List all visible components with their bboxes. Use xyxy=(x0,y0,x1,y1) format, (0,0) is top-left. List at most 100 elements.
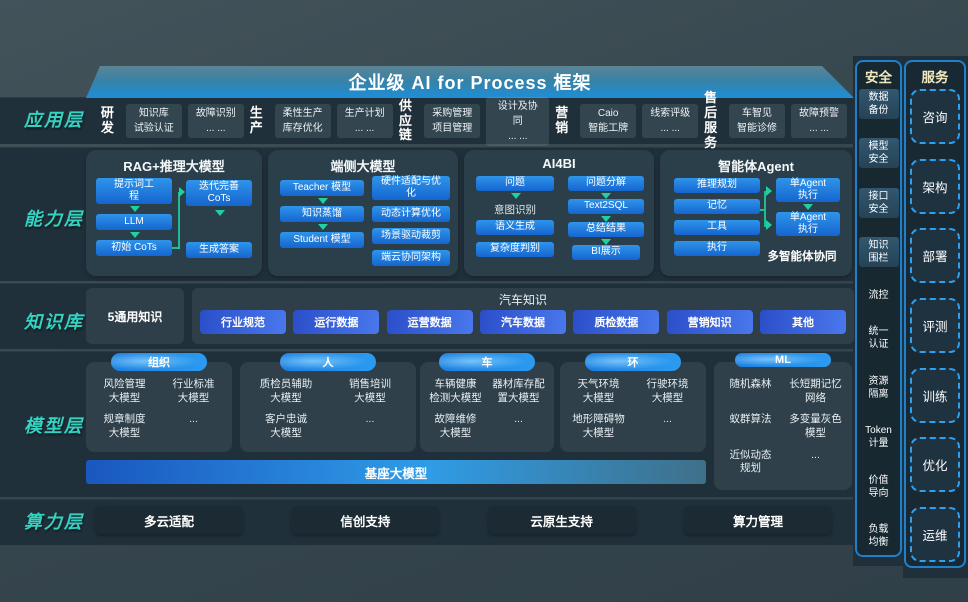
model-group-cells: 质检员辅助 大模型 销售培训 大模型 客户忠诚 大模型... xyxy=(240,362,416,449)
arrow-down-icon xyxy=(215,210,225,216)
security-item: 资源 隔离 xyxy=(868,375,889,400)
connector-line xyxy=(178,192,180,249)
agent-single-exec-2: 单Agent 执行 xyxy=(776,212,840,236)
model-item: 长短期记忆 网络 xyxy=(789,378,842,404)
knowledge-pill-row: 行业规范 运行数据 运营数据 汽车数据 质检数据 营销知识 其他 xyxy=(200,310,846,334)
security-title: 安全 xyxy=(865,70,892,85)
knowledge-pill: 质检数据 xyxy=(573,310,660,334)
edge-student-model: Student 模型 xyxy=(280,232,364,248)
capability-box-title: RAG+推理大模型 xyxy=(123,159,225,174)
service-item: 训练 xyxy=(910,367,960,423)
compute-box: 信创支持 xyxy=(291,506,440,534)
edge-cloud-arch: 端云协同架构 xyxy=(372,250,450,266)
service-title: 服务 xyxy=(921,70,949,85)
arrow-down-icon xyxy=(130,232,140,238)
connector-line xyxy=(764,191,766,227)
application-items-box: 生产计划 ... ... xyxy=(336,104,393,138)
rag-step-prompt: 提示词工 程 xyxy=(96,178,172,204)
agent-execution: 执行 xyxy=(674,241,760,256)
page-title: 企业级 AI for Process 框架 xyxy=(348,73,592,93)
application-items-box: 车智见 智能诊修 xyxy=(729,104,785,138)
security-item: 价值 导向 xyxy=(868,474,889,499)
rag-step-llm: LLM xyxy=(96,214,172,230)
model-group-cells: 车辆健康 检测大模型 器材库存配 置大模型 故障维修 大模型... xyxy=(420,362,554,449)
capability-box-ai4bi: AI4BI 问题 意图识别 语义生成 复杂度判别 问题分解 Text2SQL 总… xyxy=(464,150,654,276)
service-item: 咨询 xyxy=(910,89,960,144)
capability-box-edge: 端侧大模型 Teacher 模型 知识蒸馏 Student 模型 硬件适配与优 … xyxy=(268,150,458,276)
application-items-box: 设计及协同 ... ... xyxy=(486,96,550,146)
model-item: 销售培训 大模型 xyxy=(349,378,391,404)
model-group-cells: 随机森林 长短期记忆 网络蚁群算法 多变量灰色 模型 近似动态 规划... xyxy=(714,362,852,484)
arrow-down-icon xyxy=(601,193,611,199)
edge-scene-pruning: 场景驱动裁剪 xyxy=(372,228,450,244)
model-item: 风险管理 大模型 xyxy=(103,378,146,404)
knowledge-pill: 汽车数据 xyxy=(479,310,566,334)
knowledge-pill: 运行数据 xyxy=(293,310,380,334)
application-layer-row: 研发 知识库 试验认证 故障识别 ... ... 生产 柔性生产 库存优化 生产… xyxy=(95,90,847,150)
layer-label-model: 模型层 xyxy=(24,416,84,436)
security-column: 安全 数据 备份 模型 安全 接口 安全 知识 围栏 流控 统一 认证 资源 隔离 Token… xyxy=(855,60,902,557)
layer-label-application: 应用层 xyxy=(24,110,84,130)
auto-knowledge-title: 汽车知识 xyxy=(498,293,547,307)
application-section: 研发 知识库 试验认证 故障识别 ... ... xyxy=(95,104,244,138)
model-item: 随机森林 xyxy=(729,378,772,390)
layer-label-capability: 能力层 xyxy=(24,209,84,229)
agent-memory: 记忆 xyxy=(674,199,760,214)
layer-label-knowledge: 知识库 xyxy=(24,312,84,332)
arrow-down-icon xyxy=(511,193,521,199)
arrow-right-icon xyxy=(766,186,772,196)
compute-box: 多云适配 xyxy=(95,506,243,534)
knowledge-pill: 其他 xyxy=(759,310,846,334)
rag-step-initial-cots: 初始 CoTs xyxy=(96,240,172,256)
knowledge-pill: 运营数据 xyxy=(386,310,473,334)
model-item: ... xyxy=(811,448,820,461)
knowledge-pill: 营销知识 xyxy=(666,310,753,334)
model-group-header: 车 xyxy=(439,353,535,371)
model-group-cells: 风险管理 大模型 行业标准 大模型 规章制度 大模型... xyxy=(86,362,232,449)
arrow-down-icon xyxy=(130,206,140,212)
model-group-environment: 环 天气环境 大模型 行驶环境 大模型 地形障碍物 大模型... xyxy=(560,354,706,452)
application-section: 生产 柔性生产 库存优化 生产计划 ... ... xyxy=(244,104,393,138)
security-item: 流控 xyxy=(868,289,889,301)
service-items: 咨询 架构 部署 评测 训练 优化 运维 xyxy=(910,89,960,562)
application-section-label: 售后 服务 xyxy=(704,90,718,150)
model-item: ... xyxy=(189,413,198,426)
agent-tools: 工具 xyxy=(674,220,760,235)
service-item: 运维 xyxy=(910,506,960,562)
bi-semantic-generation: 语义生成 xyxy=(476,220,554,235)
auto-knowledge-box: 汽车知识 行业规范 运行数据 运营数据 汽车数据 质检数据 营销知识 其他 xyxy=(192,288,854,344)
agent-multi-collab-label: 多智能体协同 xyxy=(767,251,837,263)
service-item: 评测 xyxy=(910,297,960,353)
model-item: 车辆健康 检测大模型 xyxy=(429,378,482,404)
model-item: 客户忠诚 大模型 xyxy=(265,413,307,439)
model-item: 近似动态 规划 xyxy=(729,448,772,475)
model-group-header: ML xyxy=(735,353,831,367)
agent-single-exec-1: 单Agent 执行 xyxy=(776,178,840,202)
application-items-box: Caio 智能工牌 xyxy=(580,104,637,138)
application-section-label: 营销 xyxy=(555,105,569,135)
model-item: 故障维修 大模型 xyxy=(434,413,477,439)
application-items-box: 知识库 试验认证 xyxy=(125,104,182,138)
model-item: ... xyxy=(365,413,375,426)
model-item: 行驶环境 大模型 xyxy=(646,378,689,404)
model-item: 蚁群算法 xyxy=(729,413,772,426)
application-section-label: 研发 xyxy=(100,105,114,135)
compute-box: 算力管理 xyxy=(683,506,832,534)
security-item: 统一 认证 xyxy=(868,326,889,351)
edge-hw-optimization: 硬件适配与优 化 xyxy=(372,176,450,200)
bi-question: 问题 xyxy=(476,176,554,191)
arrow-right-icon xyxy=(766,220,772,230)
model-item: 规章制度 大模型 xyxy=(103,413,146,439)
model-item: 多变量灰色 模型 xyxy=(789,413,842,439)
application-items-box: 线索评级 ... ... xyxy=(642,104,699,138)
base-model-banner: 基座大模型 xyxy=(86,460,706,484)
application-section-label: 供应 链 xyxy=(398,97,412,143)
application-items-box: 故障预警 ... ... xyxy=(791,104,847,138)
model-group-header: 环 xyxy=(585,353,681,371)
rag-step-answer: 生成答案 xyxy=(186,242,252,258)
service-item: 架构 xyxy=(910,158,960,214)
security-item: 数据 备份 xyxy=(858,89,899,119)
application-items-box: 采购管理 项目管理 xyxy=(424,104,481,138)
application-section: 营销 Caio 智能工牌 线索评级 ... ... xyxy=(549,104,699,138)
